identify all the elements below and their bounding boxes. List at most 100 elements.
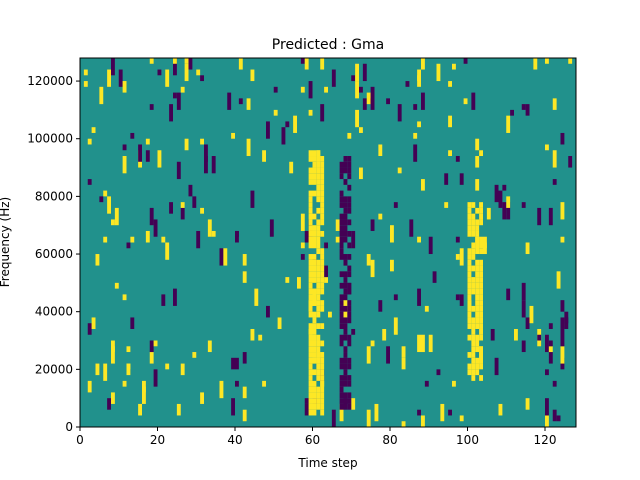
heatmap-cell [347, 184, 352, 191]
heatmap-cell [242, 254, 247, 266]
heatmap-cell [308, 386, 313, 393]
heatmap-cell [339, 380, 344, 387]
heatmap-cell [320, 248, 325, 255]
heatmap-cell [343, 271, 348, 278]
heatmap-cell [316, 334, 321, 341]
heatmap-cell [343, 352, 348, 358]
heatmap-cell [308, 305, 313, 312]
heatmap-cell [479, 305, 483, 312]
heatmap-cell [95, 363, 100, 376]
heatmap-cell [343, 363, 348, 370]
heatmap-cell [413, 144, 418, 162]
heatmap-cell [316, 277, 321, 283]
heatmap-cell [486, 207, 491, 220]
heatmap-cell [111, 346, 115, 364]
heatmap-cell [176, 403, 181, 416]
heatmap-cell [448, 409, 452, 416]
heatmap-cell [316, 305, 321, 312]
heatmap-cell [475, 288, 480, 295]
heatmap-cell [242, 386, 247, 399]
heatmap-cell [548, 340, 553, 347]
heatmap-cell [347, 161, 352, 168]
heatmap-cell [475, 294, 480, 301]
heatmap-cell [359, 167, 363, 180]
heatmap-cell [308, 392, 313, 399]
y-tick-label: 60000 [35, 247, 73, 261]
heatmap-cell [339, 317, 344, 324]
heatmap-cell [320, 375, 325, 381]
heatmap-cell [316, 259, 321, 266]
heatmap-cell [308, 375, 313, 381]
heatmap-cell [316, 392, 321, 399]
heatmap-cell [83, 69, 88, 76]
heatmap-cell [479, 352, 483, 358]
heatmap-cell [335, 219, 340, 231]
heatmap-cell [479, 300, 483, 306]
heatmap-cell [347, 305, 352, 312]
heatmap-cell [200, 392, 204, 404]
heatmap-cell [471, 317, 476, 324]
heatmap-cell [347, 392, 352, 399]
heatmap-cell [506, 196, 511, 208]
heatmap-cell [347, 230, 352, 237]
heatmap-cell [475, 277, 480, 283]
heatmap-cell [448, 115, 452, 128]
heatmap-cell [343, 305, 348, 312]
heatmap-cell [235, 357, 239, 370]
heatmap-cell [99, 196, 104, 203]
heatmap-cell [320, 352, 325, 358]
heatmap-cell [343, 213, 348, 220]
heatmap-cell [479, 271, 483, 278]
heatmap-cell [316, 225, 321, 231]
heatmap-cell [312, 328, 317, 335]
heatmap-cell [308, 294, 313, 301]
heatmap-cell [308, 288, 313, 295]
heatmap-cell [479, 317, 483, 324]
heatmap-cell [250, 190, 255, 208]
heatmap-cell [161, 294, 166, 306]
heatmap-cell [490, 328, 495, 341]
heatmap-cell [455, 236, 460, 243]
heatmap-cell [467, 305, 472, 312]
heatmap-cell [308, 300, 313, 306]
heatmap-cell [316, 156, 321, 162]
heatmap-cell [506, 115, 511, 133]
heatmap-cell [475, 259, 480, 266]
heatmap-cell [145, 230, 150, 243]
heatmap-cell [347, 288, 352, 295]
heatmap-cell [87, 380, 92, 393]
heatmap-cell [285, 121, 290, 128]
heatmap-cell [366, 409, 371, 427]
heatmap-cell [467, 213, 472, 220]
heatmap-cell [339, 340, 344, 347]
heatmap-cell [111, 392, 115, 404]
heatmap-cell [320, 190, 325, 197]
heatmap-cell [393, 294, 398, 301]
heatmap-cell [479, 363, 483, 370]
heatmap-cell [149, 340, 154, 353]
heatmap-cell [475, 271, 480, 278]
heatmap-cell [312, 271, 317, 278]
heatmap-cell [459, 248, 464, 266]
y-axis-ticks: 0 20000 40000 60000 80000 100000 120000 [27, 74, 80, 434]
heatmap-cell [316, 219, 321, 226]
y-tick-label: 80000 [35, 189, 73, 203]
heatmap-cell [169, 104, 173, 122]
heatmap-cell [316, 398, 321, 404]
heatmap-cell [312, 230, 317, 237]
heatmap-cell [312, 161, 317, 168]
heatmap-cell [475, 138, 480, 151]
heatmap-cell [475, 369, 480, 376]
x-axis-label: Time step [297, 456, 357, 470]
heatmap-cell [153, 219, 158, 237]
heatmap-cell [479, 265, 483, 272]
heatmap-cell [351, 75, 356, 82]
heatmap-cell [533, 58, 538, 70]
heatmap-cell [157, 150, 162, 168]
heatmap-cell [343, 380, 348, 387]
heatmap-cell [126, 346, 131, 353]
heatmap-cell [297, 277, 301, 289]
heatmap-cell [320, 392, 325, 399]
heatmap-cell [347, 173, 352, 180]
heatmap-cell [328, 311, 332, 318]
